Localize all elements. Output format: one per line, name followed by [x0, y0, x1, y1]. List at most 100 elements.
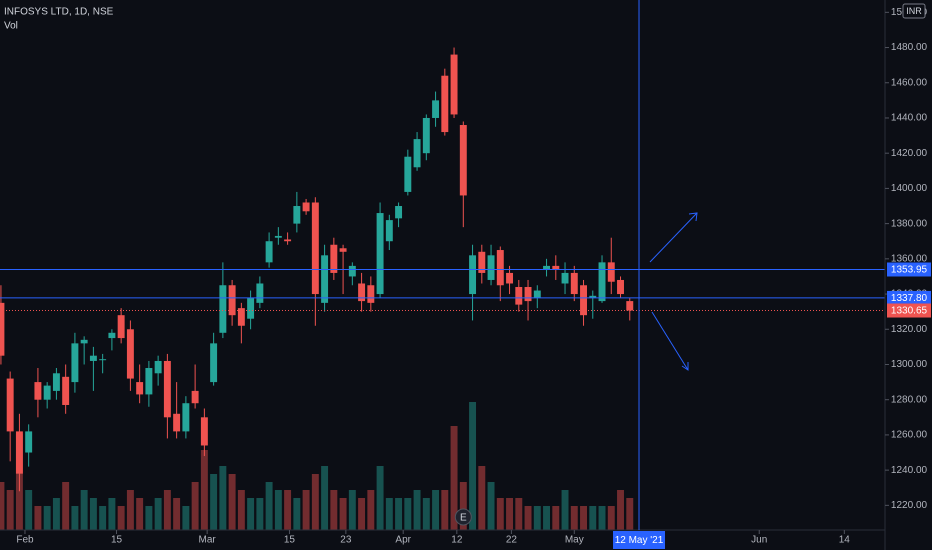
volume-bar	[607, 506, 615, 530]
candle-body	[191, 390, 199, 404]
price-label: 1330.65	[891, 306, 928, 317]
volume-bar	[358, 498, 366, 530]
volume-bar	[293, 498, 301, 530]
candle-body	[80, 339, 88, 344]
candle-body	[626, 301, 634, 311]
y-tick-label: 1360.00	[891, 253, 928, 264]
candle-body	[15, 431, 23, 474]
volume-bar	[348, 490, 356, 530]
currency-box	[902, 3, 926, 19]
candle-body	[200, 417, 208, 446]
candle-body	[478, 251, 486, 273]
y-tick-label: 1320.00	[891, 324, 928, 335]
volume-bar	[200, 450, 208, 530]
volume-bar	[561, 490, 569, 530]
volume-bar	[237, 490, 245, 530]
volume-bar	[395, 498, 403, 530]
candle-body	[136, 382, 144, 395]
volume-bar	[182, 506, 190, 530]
plot-area	[0, 47, 885, 530]
arrow-up	[649, 212, 698, 263]
candle-body	[339, 248, 347, 252]
candle-body	[265, 241, 273, 263]
volume-bar	[247, 498, 255, 530]
candle-body	[570, 272, 578, 295]
candle-body	[6, 378, 14, 432]
earnings-label: E	[460, 513, 467, 524]
candle-body	[506, 272, 514, 284]
candle-body	[62, 376, 70, 405]
price-label: 1353.95	[891, 265, 928, 276]
volume-bar	[506, 498, 514, 530]
volume-bar	[459, 482, 467, 530]
x-tick-label: Jun	[751, 535, 767, 546]
x-tick-label: 22	[506, 535, 518, 546]
candle-body	[219, 285, 227, 333]
candle-body	[89, 355, 97, 361]
candle-body	[228, 285, 236, 316]
volume-bar	[598, 506, 606, 530]
candle-body	[459, 125, 467, 196]
candle-body	[293, 206, 301, 224]
volume-bar	[302, 490, 310, 530]
volume-bar	[219, 466, 227, 530]
volume-bar	[496, 498, 504, 530]
candle-body	[52, 373, 60, 391]
volume-bar	[145, 506, 153, 530]
volume-bar	[617, 490, 624, 530]
earnings-marker	[454, 508, 472, 526]
candle-body	[580, 285, 587, 316]
volume-bar	[515, 498, 523, 530]
candle-body	[543, 265, 551, 270]
candle-body	[210, 343, 218, 383]
volume-bar	[89, 498, 97, 530]
volume-bar	[62, 482, 70, 530]
volume-bar	[589, 506, 597, 530]
y-tick-label: 1460.00	[891, 77, 928, 88]
candle-body	[395, 206, 403, 219]
volume-bar	[321, 466, 329, 530]
y-tick-label: 1220.00	[891, 500, 928, 511]
candle-body	[561, 272, 569, 284]
volume-bar	[136, 498, 144, 530]
crosshair-label-box	[613, 531, 666, 549]
candle-body	[117, 315, 125, 339]
candle-body	[524, 287, 532, 302]
volume-bar	[173, 498, 181, 530]
volume-bar	[71, 506, 79, 530]
candle-body	[302, 202, 310, 212]
volume-bar	[339, 498, 347, 530]
volume-bar	[126, 490, 134, 530]
volume-bar	[533, 506, 541, 530]
volume-bar	[0, 482, 5, 530]
candle-body	[469, 255, 477, 295]
y-tick-label: 1280.00	[891, 394, 928, 405]
candle-body	[99, 359, 107, 361]
volume-bar	[228, 474, 236, 530]
volume-bar	[163, 490, 171, 530]
candle-body	[173, 413, 181, 432]
candle-body	[108, 332, 116, 339]
candle-body	[598, 262, 606, 302]
candle-body	[607, 262, 615, 282]
volume-bar	[80, 490, 88, 530]
candle-body	[617, 279, 624, 295]
volume-bar	[580, 506, 587, 530]
candle-body	[385, 220, 393, 242]
price-label-box	[887, 303, 931, 318]
y-tick-label: 1400.00	[891, 183, 928, 194]
volume-bar	[25, 490, 33, 530]
volume-bar	[552, 506, 560, 530]
candle-body	[34, 382, 42, 400]
volume-bar	[626, 498, 634, 530]
volume-bar	[376, 466, 384, 530]
y-tick-label: 1440.00	[891, 113, 928, 124]
candle-body	[25, 431, 33, 453]
volume-bar	[487, 482, 495, 530]
candle-body	[487, 255, 495, 280]
volume-bar	[34, 506, 42, 530]
volume-bar	[256, 498, 264, 530]
candle-body	[154, 360, 162, 374]
volume-bar	[265, 482, 273, 530]
